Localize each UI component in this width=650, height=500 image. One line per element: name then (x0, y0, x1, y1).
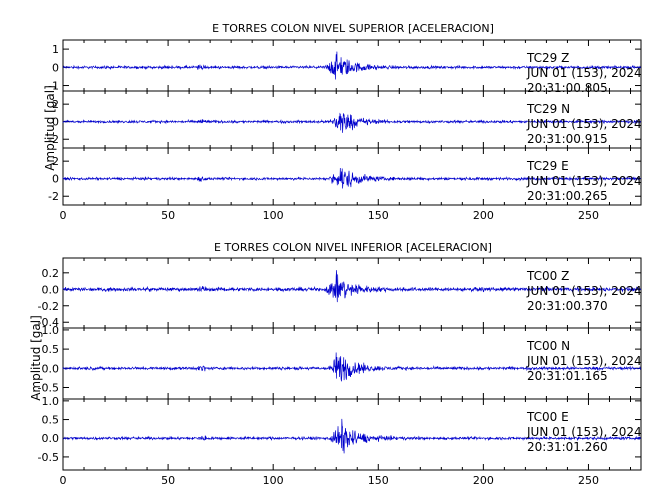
y-tick-label: 0.0 (42, 362, 60, 375)
y-tick-label: 0.5 (42, 414, 60, 427)
date-label: JUN 01 (153), 2024 (526, 425, 642, 439)
station-component-label: TC00 Z (526, 269, 569, 283)
waveform-trace-tc29-n (62, 112, 641, 133)
station-component-label: TC29 N (526, 102, 570, 116)
x-tick-label: 250 (578, 474, 599, 487)
y-tick-label: 0.0 (42, 432, 60, 445)
waveform-trace-tc29-z (62, 51, 641, 80)
y-tick-label: 0 (52, 61, 59, 74)
top-ylabel: Amplitud [gal] (43, 85, 57, 171)
x-tick-label: 200 (473, 209, 494, 222)
y-tick-label: 0.0 (42, 283, 60, 296)
x-tick-label: 200 (473, 474, 494, 487)
y-tick-label: -0.4 (38, 316, 59, 329)
y-tick-label: -0.2 (38, 300, 59, 313)
x-tick-label: 150 (368, 209, 389, 222)
y-tick-label: 1 (52, 43, 59, 56)
y-tick-label: -1 (48, 80, 59, 93)
waveform-trace-tc00-n (62, 352, 642, 382)
y-tick-label: 1.0 (42, 395, 60, 408)
y-tick-label: -0.5 (38, 381, 59, 394)
x-tick-label: 50 (161, 209, 175, 222)
panel-frame (62, 398, 642, 471)
x-tick-label: 100 (263, 474, 284, 487)
y-tick-label: 0 (52, 116, 59, 129)
time-label: 20:31:01.165 (527, 369, 608, 383)
y-tick-label: 2 (52, 98, 59, 111)
station-component-label: TC29 E (526, 159, 569, 173)
x-tick-label: 0 (60, 474, 67, 487)
y-tick-label: 1.0 (42, 324, 60, 337)
y-tick-label: -0.5 (38, 451, 59, 464)
time-label: 20:31:00.915 (527, 132, 608, 146)
bottom-ylabel: Amplitud [gal] (29, 315, 43, 401)
x-tick-label: 250 (578, 209, 599, 222)
date-label: JUN 01 (153), 2024 (526, 284, 642, 298)
x-tick-label: 50 (161, 474, 175, 487)
y-tick-label: 0.2 (42, 267, 60, 280)
y-tick-label: -2 (48, 133, 59, 146)
date-label: JUN 01 (153), 2024 (526, 174, 642, 188)
top-chart-title: E TORRES COLON NIVEL SUPERIOR [ACELERACI… (212, 22, 494, 35)
y-tick-label: 2 (52, 155, 59, 168)
panel-frame (62, 147, 642, 206)
date-label: JUN 01 (153), 2024 (526, 354, 642, 368)
station-component-label: TC29 Z (526, 51, 569, 65)
date-label: JUN 01 (153), 2024 (526, 66, 642, 80)
waveform-trace-tc00-e (62, 418, 641, 454)
x-tick-label: 100 (263, 209, 284, 222)
y-tick-label: 0 (52, 173, 59, 186)
time-label: 20:31:01.260 (527, 440, 608, 454)
bottom-chart-title: E TORRES COLON NIVEL INFERIOR [ACELERACI… (214, 241, 492, 254)
time-label: 20:31:00.370 (527, 299, 608, 313)
waveform-trace-tc00-z (62, 270, 642, 303)
waveform-trace-tc29-e (62, 168, 641, 189)
y-tick-label: 0.5 (42, 343, 60, 356)
date-label: JUN 01 (153), 2024 (526, 117, 642, 131)
x-tick-label: 0 (60, 209, 67, 222)
y-tick-label: -2 (48, 190, 59, 203)
station-component-label: TC00 E (526, 410, 569, 424)
time-label: 20:31:00.265 (527, 189, 608, 203)
x-tick-label: 150 (368, 474, 389, 487)
station-component-label: TC00 N (526, 339, 570, 353)
